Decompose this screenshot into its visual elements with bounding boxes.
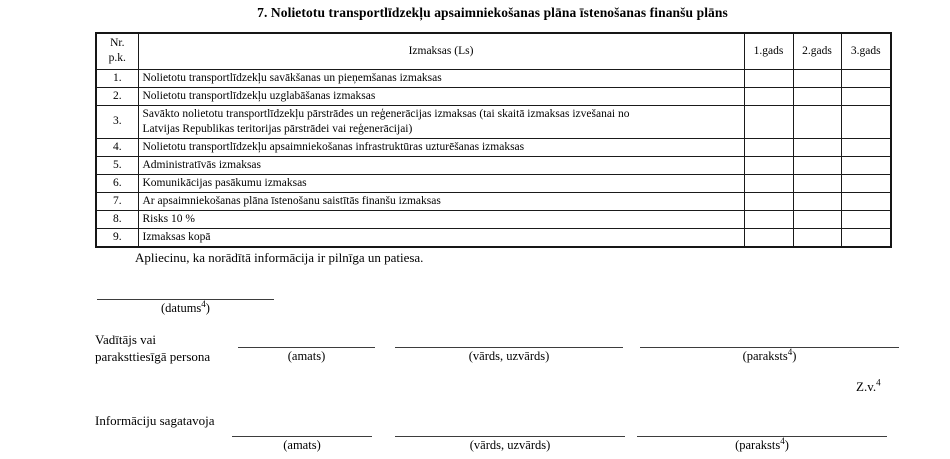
- confirmation-statement: Apliecinu, ka norādītā informācija ir pi…: [135, 250, 424, 265]
- preparer-paraksts-line: (paraksts4): [637, 436, 887, 453]
- table-row: 9. Izmaksas kopā: [95, 227, 892, 247]
- cost-item-label: Komunikācijas pasākumu izmaksas: [137, 173, 745, 193]
- cost-item-label: Izmaksas kopā: [137, 227, 745, 247]
- paraksts-label: (paraksts4): [742, 346, 797, 363]
- year3-value-cell: [840, 191, 892, 211]
- year2-value-cell: [792, 137, 842, 157]
- preparer-vards-line: (vārds, uzvārds): [395, 436, 625, 453]
- cost-item-label: Savākto nolietotu transportlīdzekļu pārs…: [137, 104, 745, 139]
- amats-label: (amats): [283, 438, 321, 452]
- year3-value-cell: [840, 86, 892, 106]
- year2-value-cell: [792, 209, 842, 229]
- year2-value-cell: [792, 104, 842, 139]
- preparer-amats-line: (amats): [232, 436, 372, 453]
- row-number: 9.: [95, 227, 139, 247]
- cost-item-label: Ar apsaimniekošanas plāna īstenošanu sai…: [137, 191, 745, 211]
- table-row: 4. Nolietotu transportlīdzekļu apsaimniek…: [95, 137, 892, 157]
- table-header-row: Nr. p.k. Izmaksas (Ls) 1.gads 2.gads 3.g…: [95, 32, 892, 70]
- row-number: 8.: [95, 209, 139, 229]
- year3-value-cell: [840, 155, 892, 175]
- year2-value-cell: [792, 227, 842, 247]
- datums-label: (datums4): [161, 298, 210, 315]
- cost-item-label: Risks 10 %: [137, 209, 745, 229]
- year1-value-cell: [743, 173, 794, 193]
- year2-value-cell: [792, 191, 842, 211]
- row-number: 7.: [95, 191, 139, 211]
- year2-value-cell: [792, 155, 842, 175]
- cost-item-label: Nolietotu transportlīdzekļu savākšanas u…: [137, 68, 745, 88]
- year1-value-cell: [743, 137, 794, 157]
- year1-value-cell: [743, 227, 794, 247]
- year3-value-cell: [840, 104, 892, 139]
- year3-value-cell: [840, 173, 892, 193]
- col-header-year3: 3.gads: [840, 32, 892, 70]
- page-title: 7. Nolietotu transportlīdzekļu apsaimnie…: [257, 5, 728, 20]
- year1-value-cell: [743, 155, 794, 175]
- table-row: 5. Administratīvās izmaksas: [95, 155, 892, 175]
- table-row: 1. Nolietotu transportlīdzekļu savākšanas…: [95, 68, 892, 88]
- col-header-nr: Nr. p.k.: [95, 32, 139, 70]
- row-number: 5.: [95, 155, 139, 175]
- leader-role-label: Vadītājs vai paraksttiesīgā persona: [95, 332, 211, 364]
- row-number: 1.: [95, 68, 139, 88]
- table-row: 2. Nolietotu transportlīdzekļu uzglabāšan…: [95, 86, 892, 106]
- table-row: 6. Komunikācijas pasākumu izmaksas: [95, 173, 892, 193]
- year3-value-cell: [840, 137, 892, 157]
- year3-value-cell: [840, 68, 892, 88]
- leader-paraksts-line: (paraksts4): [640, 347, 899, 364]
- row-number: 2.: [95, 86, 139, 106]
- table-row: 3. Savākto nolietotu transportlīdzekļu pā…: [95, 104, 892, 139]
- year2-value-cell: [792, 173, 842, 193]
- year3-value-cell: [840, 227, 892, 247]
- col-header-year1: 1.gads: [743, 32, 794, 70]
- vards-uzvards-label: (vārds, uzvārds): [468, 349, 550, 363]
- row-number: 3.: [95, 104, 139, 139]
- year2-value-cell: [792, 68, 842, 88]
- cost-item-label: Nolietotu transportlīdzekļu apsaimniekoš…: [137, 137, 745, 157]
- cost-item-label: Nolietotu transportlīdzekļu uzglabāšanas…: [137, 86, 745, 106]
- zv-seal-label: Z.v.4: [856, 377, 881, 394]
- amats-label: (amats): [287, 349, 326, 363]
- table-row: 8. Risks 10 %: [95, 209, 892, 229]
- vards-uzvards-label: (vārds, uzvārds): [469, 438, 551, 452]
- leader-amats-line: (amats): [238, 347, 375, 364]
- row-number: 4.: [95, 137, 139, 157]
- cost-item-label: Administratīvās izmaksas: [137, 155, 745, 175]
- costs-table-body: 1. Nolietotu transportlīdzekļu savākšanas…: [95, 68, 892, 247]
- col-header-year2: 2.gads: [792, 32, 842, 70]
- preparer-role-label: Informāciju sagatavoja: [95, 413, 215, 428]
- year1-value-cell: [743, 191, 794, 211]
- year1-value-cell: [743, 209, 794, 229]
- year3-value-cell: [840, 209, 892, 229]
- table-row: 7. Ar apsaimniekošanas plāna īstenošanu s…: [95, 191, 892, 211]
- leader-vards-line: (vārds, uzvārds): [395, 347, 623, 364]
- row-number: 6.: [95, 173, 139, 193]
- costs-table: Nr. p.k. Izmaksas (Ls) 1.gads 2.gads 3.g…: [95, 32, 892, 248]
- paraksts-label: (paraksts4): [735, 435, 789, 452]
- year1-value-cell: [743, 104, 794, 139]
- date-signature-line: (datums4): [97, 299, 274, 316]
- year2-value-cell: [792, 86, 842, 106]
- year1-value-cell: [743, 68, 794, 88]
- year1-value-cell: [743, 86, 794, 106]
- col-header-izmaksas: Izmaksas (Ls): [137, 32, 745, 70]
